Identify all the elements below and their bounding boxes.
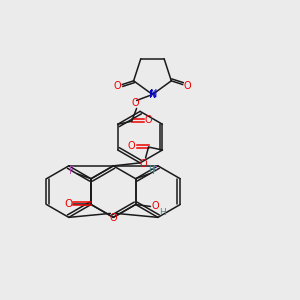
Text: H: H [159,208,166,217]
Text: O: O [128,141,136,151]
Text: O: O [152,202,159,212]
Text: F: F [69,166,75,176]
Text: O: O [114,81,122,91]
Text: O: O [110,213,117,224]
Text: N: N [149,89,156,100]
Text: O: O [140,159,147,169]
Text: O: O [145,115,152,125]
Text: O: O [132,98,140,108]
Text: O: O [183,81,191,91]
Text: H: H [148,165,155,174]
Text: O: O [64,200,72,209]
Text: N: N [150,88,157,98]
Text: F: F [152,166,157,176]
